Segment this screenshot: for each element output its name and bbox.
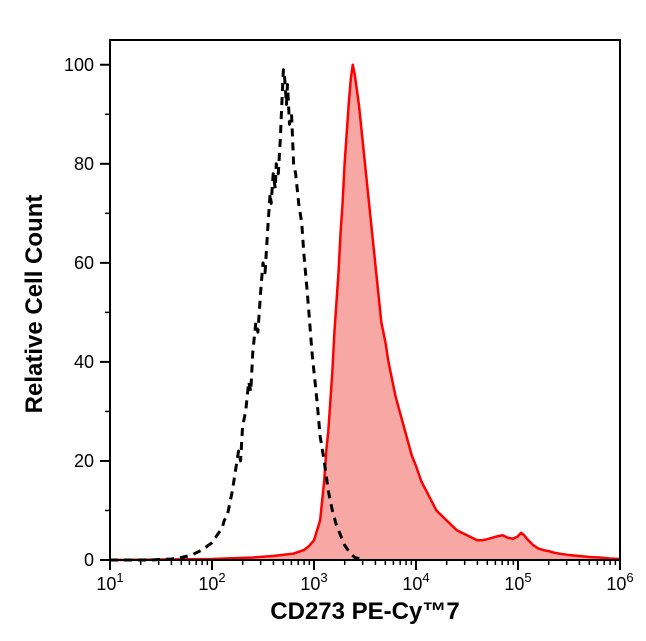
series-stained-fill (110, 65, 620, 560)
x-axis-title-text: CD273 PE-Cy™7 (270, 598, 459, 625)
x-tick-label: 106 (606, 570, 633, 594)
flow-cytometry-histogram-figure: Relative Cell Count CD273 PE-Cy™7 0 20 40 6… (0, 0, 646, 641)
x-tick-label: 103 (300, 570, 327, 594)
plot-area: 0 20 40 60 80 100 101 102 103 104 105 106 (0, 0, 646, 641)
y-tick-label: 20 (74, 451, 94, 471)
x-axis-title: CD273 PE-Cy™7 (110, 598, 620, 626)
x-tick-label: 104 (402, 570, 429, 594)
y-tick-label: 100 (64, 55, 94, 75)
x-tick-label: 101 (96, 570, 123, 594)
x-tick-label: 105 (504, 570, 531, 594)
y-tick-label: 0 (84, 550, 94, 570)
y-tick-label: 80 (74, 154, 94, 174)
y-tick-label: 60 (74, 253, 94, 273)
y-axis-title: Relative Cell Count (21, 179, 49, 429)
x-tick-label: 102 (198, 570, 225, 594)
y-tick-label: 40 (74, 352, 94, 372)
